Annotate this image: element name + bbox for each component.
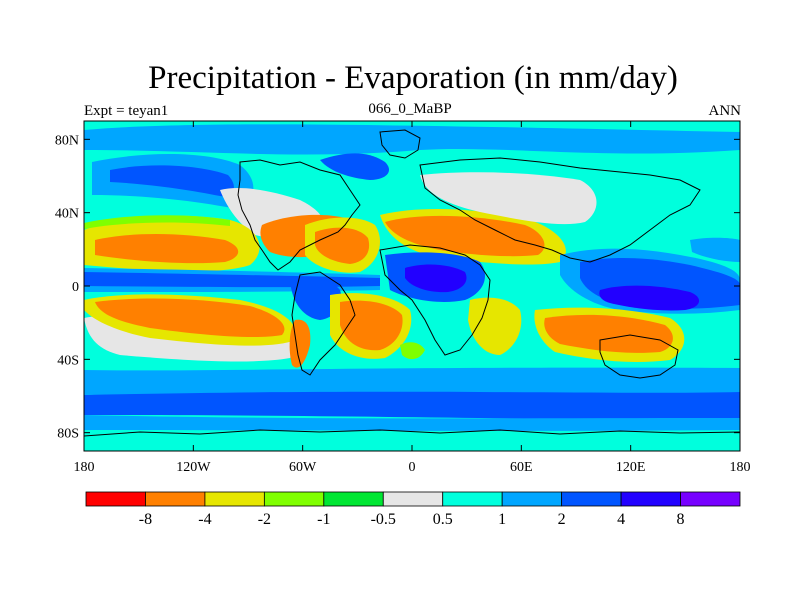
africa-very-wet-core [405,264,467,293]
south-indian-dry-core [544,314,673,353]
colorbar-swatch [204,491,265,507]
coastline-australia [599,334,679,379]
colorbar-label: 4 [617,511,625,528]
coastline-south-america [291,271,356,376]
south-pacific-dry-core [95,298,285,338]
coastlines [84,129,740,437]
south-america-wet [290,277,342,320]
lon-tick-label: 120W [176,460,211,475]
colorbar-label: -1 [317,511,330,528]
latitude-axis: 80N 40N 0 40S 80S [55,133,740,442]
colorbar-label: -0.5 [371,511,396,528]
colorbar-label: 8 [677,511,685,528]
lon-tick-label: 180 [730,460,751,475]
experiment-label: Expt = teyan1 [84,103,169,119]
colorbar-label: -4 [198,511,211,528]
coastline-antarctica [84,429,740,437]
colorbar-swatch [680,491,741,507]
colorbar-swatch [442,491,503,507]
period-label: 066_0_MaBP [368,101,452,117]
southern-ocean-wet-band [84,390,740,420]
coastline-greenland [379,129,421,159]
eurasia-neutral [420,172,597,225]
south-atlantic-dry-core [340,300,403,351]
lon-tick-label: 120E [616,460,646,475]
north-atlantic-storm-track [320,153,390,180]
plot-title: Precipitation - Evaporation (in mm/day) [148,60,678,96]
colorbar-label: 1 [498,511,506,528]
lon-tick-label: 180 [74,460,95,475]
coastline-africa [379,244,491,356]
colorbar-swatch [382,491,444,507]
south-africa-dry-outer [468,297,522,355]
colorbar-swatch [620,491,681,507]
colorbar-swatch [323,491,384,507]
lat-tick-label: 80N [55,133,79,148]
longitude-axis: 180 120W 60W 0 60E 120E 180 [74,121,751,475]
lon-tick-label: 0 [409,460,416,475]
west-pacific-moist-patch [690,237,740,262]
colorbar-label: -2 [258,511,271,528]
lon-tick-label: 60W [289,460,317,475]
lon-tick-label: 60E [510,460,533,475]
north-pacific-wet-core [110,165,234,197]
lat-tick-label: 80S [57,427,79,442]
arctic-moist-band [84,124,740,155]
southern-moist-band-upper [84,367,740,395]
transition-band-south-atlantic [400,342,425,360]
lat-tick-label: 40S [57,353,79,368]
colorbar-label: 0.5 [433,511,453,528]
colorbar: -8 -4 -2 -1 -0.5 0.5 1 2 4 8 [85,491,741,528]
colorbar-swatch [85,491,146,507]
warm-pool-very-wet-core [599,285,700,311]
lat-tick-label: 40N [55,207,79,222]
lat-tick-label: 0 [72,280,79,295]
colorbar-swatch [263,491,325,507]
southern-moist-band-lower [84,415,740,431]
colorbar-swatch [501,491,563,507]
pme-contour-field [84,121,740,451]
season-label: ANN [708,103,742,119]
coastline-eurasia [419,157,701,263]
coastline-north-america [237,159,361,271]
colorbar-label: 2 [558,511,566,528]
north-pacific-subtropical-dry-core [95,234,239,264]
colorbar-swatch [561,491,622,507]
colorbar-label: -8 [139,511,152,528]
colorbar-swatch [145,491,206,507]
transition-band-north-atlantic [84,215,230,229]
